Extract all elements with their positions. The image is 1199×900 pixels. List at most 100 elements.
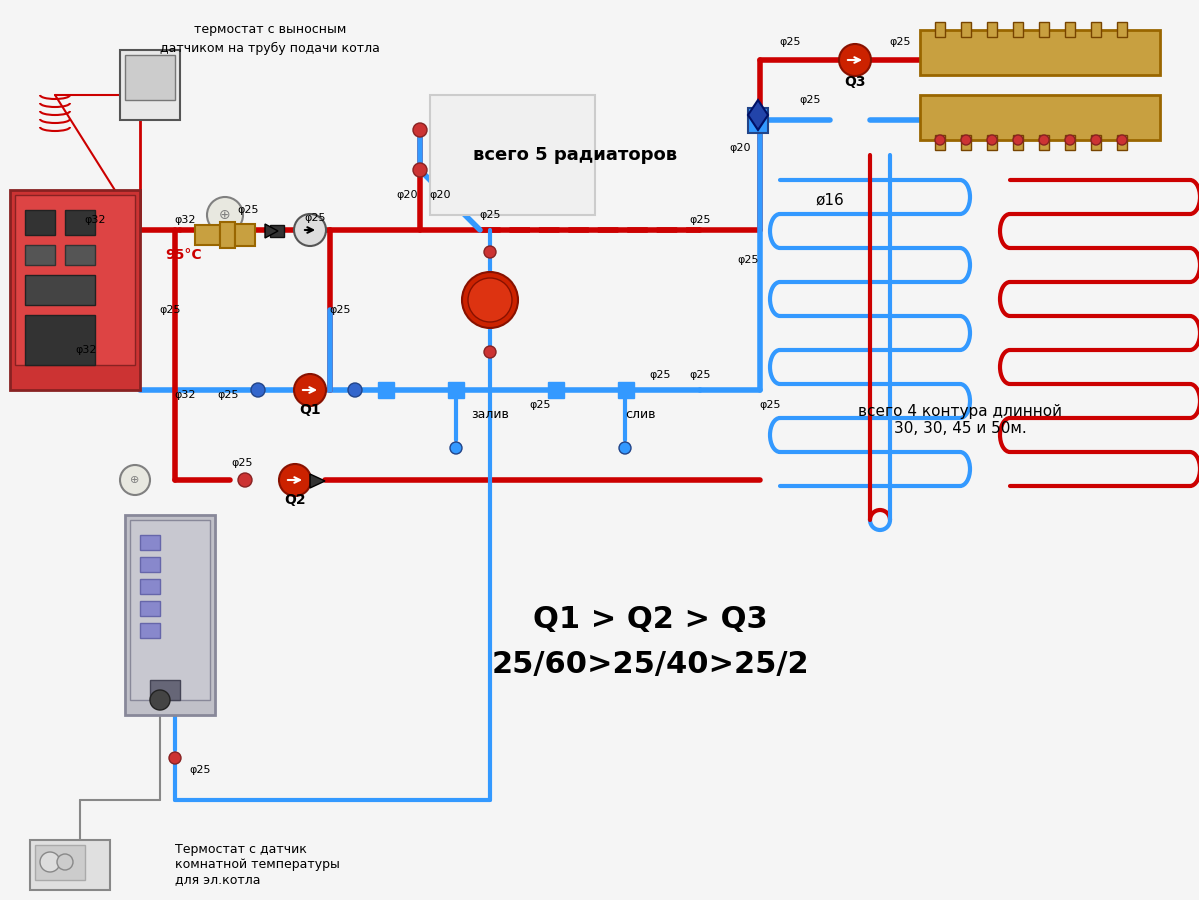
Bar: [920, 95, 1159, 140]
Bar: [65, 245, 95, 265]
Bar: [1065, 22, 1076, 37]
Polygon shape: [748, 100, 769, 130]
Circle shape: [1065, 135, 1076, 145]
Bar: [150, 680, 180, 700]
Text: всего 5 радиаторов: всего 5 радиаторов: [472, 146, 677, 164]
Text: φ25: φ25: [779, 37, 801, 47]
Circle shape: [468, 278, 512, 322]
Circle shape: [484, 346, 496, 358]
Text: ø16: ø16: [815, 193, 844, 208]
Bar: [140, 579, 159, 594]
Bar: [30, 840, 110, 890]
Text: датчиком на трубу подачи котла: датчиком на трубу подачи котла: [159, 41, 380, 55]
Text: φ32: φ32: [76, 345, 96, 355]
Circle shape: [619, 442, 631, 454]
Bar: [1040, 135, 1049, 150]
Circle shape: [40, 852, 60, 872]
Bar: [270, 225, 284, 237]
Bar: [125, 515, 215, 715]
Bar: [125, 55, 175, 100]
Bar: [219, 222, 235, 248]
Circle shape: [412, 123, 427, 137]
Text: 95°C: 95°C: [165, 248, 201, 262]
Circle shape: [207, 197, 243, 233]
Bar: [1013, 135, 1023, 150]
Text: φ32: φ32: [174, 215, 195, 225]
Text: термостат с выносным: термостат с выносным: [194, 23, 347, 37]
Bar: [1065, 135, 1076, 150]
Bar: [140, 557, 159, 572]
Bar: [120, 50, 180, 120]
Text: φ25: φ25: [649, 370, 670, 380]
Bar: [235, 224, 255, 246]
Bar: [962, 135, 971, 150]
Bar: [140, 623, 159, 638]
Bar: [1117, 22, 1127, 37]
Text: φ25: φ25: [480, 210, 501, 220]
Bar: [25, 315, 95, 365]
Text: φ25: φ25: [305, 213, 326, 223]
Text: φ25: φ25: [529, 400, 550, 410]
Text: φ25: φ25: [800, 95, 821, 105]
Bar: [1040, 22, 1049, 37]
Circle shape: [120, 465, 150, 495]
Circle shape: [169, 752, 181, 764]
Text: Термостат с датчик
комнатной температуры
для эл.котла: Термостат с датчик комнатной температуры…: [175, 843, 339, 886]
Text: φ25: φ25: [237, 205, 259, 215]
Circle shape: [450, 442, 462, 454]
Bar: [920, 30, 1159, 75]
Bar: [962, 22, 971, 37]
Text: ⊕: ⊕: [219, 208, 231, 222]
Circle shape: [237, 473, 252, 487]
Text: всего 4 контура длинной
30, 30, 45 и 50м.: всего 4 контура длинной 30, 30, 45 и 50м…: [858, 404, 1062, 436]
Text: φ25: φ25: [759, 400, 781, 410]
Circle shape: [150, 690, 170, 710]
Circle shape: [1013, 135, 1023, 145]
Bar: [25, 210, 55, 235]
Bar: [25, 245, 55, 265]
Circle shape: [839, 44, 870, 76]
Text: φ20: φ20: [396, 190, 417, 200]
Bar: [748, 108, 769, 133]
Bar: [378, 382, 394, 398]
Circle shape: [412, 163, 427, 177]
Bar: [430, 95, 595, 215]
Circle shape: [58, 854, 73, 870]
Text: Q2: Q2: [284, 493, 306, 507]
Bar: [987, 22, 998, 37]
Bar: [1091, 22, 1101, 37]
Bar: [16, 195, 135, 365]
Circle shape: [1040, 135, 1049, 145]
Circle shape: [348, 383, 362, 397]
Polygon shape: [311, 474, 325, 488]
Bar: [1091, 135, 1101, 150]
Text: φ20: φ20: [729, 143, 751, 153]
Text: φ25: φ25: [189, 765, 211, 775]
Bar: [35, 845, 85, 880]
Text: слив: слив: [625, 409, 655, 421]
Text: φ25: φ25: [737, 255, 759, 265]
Bar: [140, 535, 159, 550]
Circle shape: [279, 464, 311, 496]
Circle shape: [935, 135, 945, 145]
Text: φ25: φ25: [231, 458, 253, 468]
Text: 25/60>25/40>25/2: 25/60>25/40>25/2: [492, 651, 809, 680]
Bar: [65, 210, 95, 235]
Text: φ32: φ32: [84, 215, 106, 225]
Text: залив: залив: [471, 409, 508, 421]
Bar: [548, 382, 564, 398]
Text: φ25: φ25: [689, 215, 711, 225]
Bar: [25, 275, 95, 305]
Text: ⊕: ⊕: [131, 475, 140, 485]
Text: φ25: φ25: [330, 305, 351, 315]
Text: φ25: φ25: [159, 305, 181, 315]
Circle shape: [294, 374, 326, 406]
Bar: [129, 520, 210, 700]
Circle shape: [251, 383, 265, 397]
Circle shape: [294, 214, 326, 246]
Bar: [1013, 22, 1023, 37]
Bar: [448, 382, 464, 398]
Bar: [987, 135, 998, 150]
Bar: [935, 135, 945, 150]
Bar: [195, 225, 219, 245]
